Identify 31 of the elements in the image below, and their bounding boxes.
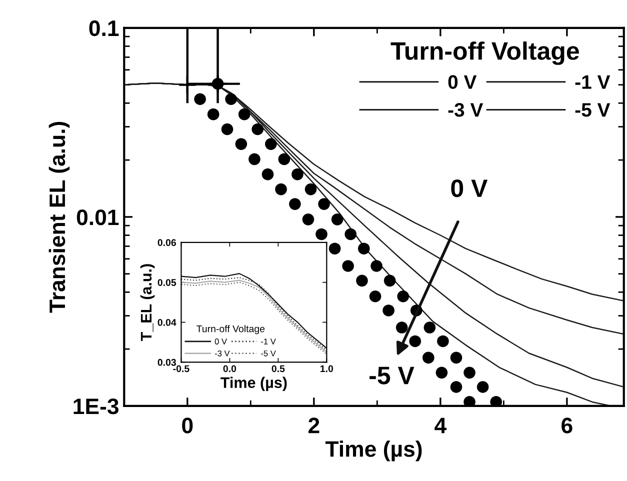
x-axis-title: Time (µs) xyxy=(325,440,422,462)
x-tick-label: 0 xyxy=(182,418,193,434)
legend-label: -3 V xyxy=(214,350,230,356)
annotation: -5 V xyxy=(370,366,414,384)
y-tick-label: 0.1 xyxy=(89,20,119,36)
legend-label: -5 V xyxy=(261,350,276,356)
y-axis-title: T_EL (a.u.) xyxy=(140,264,155,342)
legend-title: Turn-off Voltage xyxy=(390,42,579,65)
x-tick-label: 0.5 xyxy=(272,365,285,372)
x-tick-label: 1.0 xyxy=(320,365,334,372)
x-tick-label: 6 xyxy=(562,418,572,434)
legend-label: -1 V xyxy=(575,75,610,89)
y-tick-label: 0.03 xyxy=(158,358,176,366)
y-tick-label: 1E-3 xyxy=(74,398,118,414)
y-tick-label: 0.06 xyxy=(158,239,176,246)
legend-label: -3 V xyxy=(448,103,484,117)
annotation: 0 V xyxy=(451,179,488,198)
x-tick-label: 4 xyxy=(434,418,446,434)
legend-label: 0 V xyxy=(214,338,228,344)
y-tick-label: 0.04 xyxy=(158,319,176,326)
legend-label: -1 V xyxy=(261,338,276,344)
y-tick-label: 0.01 xyxy=(76,209,119,226)
y-axis-title: Transient EL (a.u.) xyxy=(48,122,70,313)
legend-label: -5 V xyxy=(575,103,610,117)
x-tick-label: -0.5 xyxy=(173,365,190,372)
x-axis-title: Time (µs) xyxy=(220,376,287,392)
x-tick-label: 2 xyxy=(308,418,320,434)
legend-label: 0 V xyxy=(448,75,477,89)
x-tick-label: 0.0 xyxy=(223,365,236,372)
y-tick-label: 0.05 xyxy=(158,279,176,286)
legend-title: Turn-off Voltage xyxy=(196,325,265,334)
